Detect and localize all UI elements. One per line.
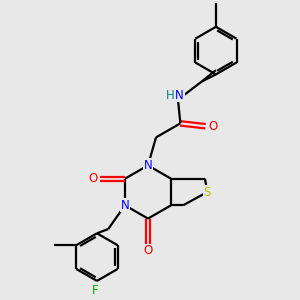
Text: O: O bbox=[208, 120, 217, 133]
Text: N: N bbox=[175, 89, 184, 102]
Text: H: H bbox=[166, 89, 175, 102]
Text: S: S bbox=[204, 185, 211, 199]
Text: N: N bbox=[144, 159, 152, 172]
Text: N: N bbox=[121, 199, 129, 212]
Text: F: F bbox=[92, 284, 98, 297]
Text: O: O bbox=[143, 244, 153, 257]
Text: O: O bbox=[88, 172, 98, 185]
